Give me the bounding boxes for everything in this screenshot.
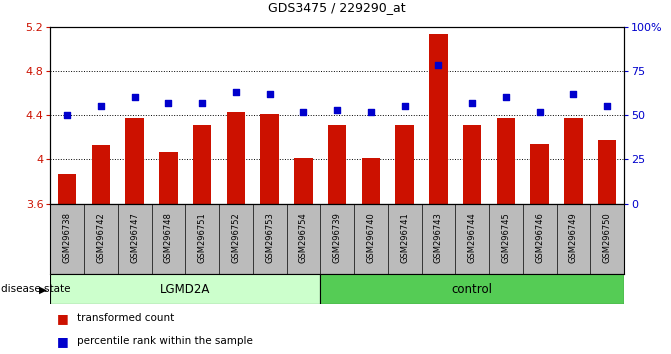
Point — [231, 89, 242, 95]
Text: GSM296743: GSM296743 — [434, 212, 443, 263]
Text: GSM296744: GSM296744 — [468, 212, 476, 263]
Point — [433, 63, 444, 68]
Bar — [328, 125, 346, 204]
Text: GSM296741: GSM296741 — [400, 212, 409, 263]
Point — [264, 91, 275, 97]
Point — [332, 107, 343, 113]
Text: GSM296752: GSM296752 — [231, 212, 240, 263]
Text: transformed count: transformed count — [77, 313, 174, 323]
Text: GSM296748: GSM296748 — [164, 212, 173, 263]
Text: GSM296738: GSM296738 — [62, 212, 72, 263]
Point — [197, 100, 207, 105]
Bar — [395, 125, 414, 204]
Text: ■: ■ — [57, 312, 69, 325]
Text: percentile rank within the sample: percentile rank within the sample — [77, 336, 253, 346]
Point — [130, 95, 140, 100]
Point — [62, 112, 72, 118]
Text: GDS3475 / 229290_at: GDS3475 / 229290_at — [268, 1, 406, 14]
Bar — [125, 118, 144, 204]
Bar — [159, 152, 178, 204]
Bar — [294, 158, 313, 204]
Text: ■: ■ — [57, 335, 69, 348]
Point — [534, 109, 545, 114]
Point — [501, 95, 511, 100]
Point — [95, 103, 106, 109]
Text: GSM296745: GSM296745 — [501, 212, 511, 263]
Bar — [530, 144, 549, 204]
Text: LGMD2A: LGMD2A — [160, 283, 211, 296]
Bar — [92, 145, 110, 204]
Bar — [497, 118, 515, 204]
Text: ▶: ▶ — [39, 284, 47, 295]
Bar — [227, 112, 245, 204]
Bar — [50, 274, 320, 304]
Point — [602, 103, 613, 109]
Text: control: control — [452, 283, 493, 296]
Text: GSM296747: GSM296747 — [130, 212, 139, 263]
Text: GSM296742: GSM296742 — [97, 212, 105, 263]
Text: GSM296750: GSM296750 — [603, 212, 612, 263]
Point — [366, 109, 376, 114]
Point — [163, 100, 174, 105]
Bar — [362, 158, 380, 204]
Text: GSM296740: GSM296740 — [366, 212, 376, 263]
Point — [568, 91, 579, 97]
Bar — [260, 114, 279, 204]
Text: disease state: disease state — [1, 284, 70, 295]
Text: GSM296739: GSM296739 — [333, 212, 342, 263]
Point — [298, 109, 309, 114]
Text: GSM296751: GSM296751 — [198, 212, 207, 263]
Text: GSM296753: GSM296753 — [265, 212, 274, 263]
Bar — [598, 141, 617, 204]
Point — [467, 100, 478, 105]
Bar — [58, 174, 76, 204]
Text: GSM296754: GSM296754 — [299, 212, 308, 263]
Bar — [193, 125, 211, 204]
Text: GSM296749: GSM296749 — [569, 212, 578, 263]
Bar — [564, 118, 582, 204]
Point — [399, 103, 410, 109]
Text: GSM296746: GSM296746 — [535, 212, 544, 263]
Bar — [463, 125, 482, 204]
Bar — [320, 274, 624, 304]
Bar — [429, 34, 448, 204]
